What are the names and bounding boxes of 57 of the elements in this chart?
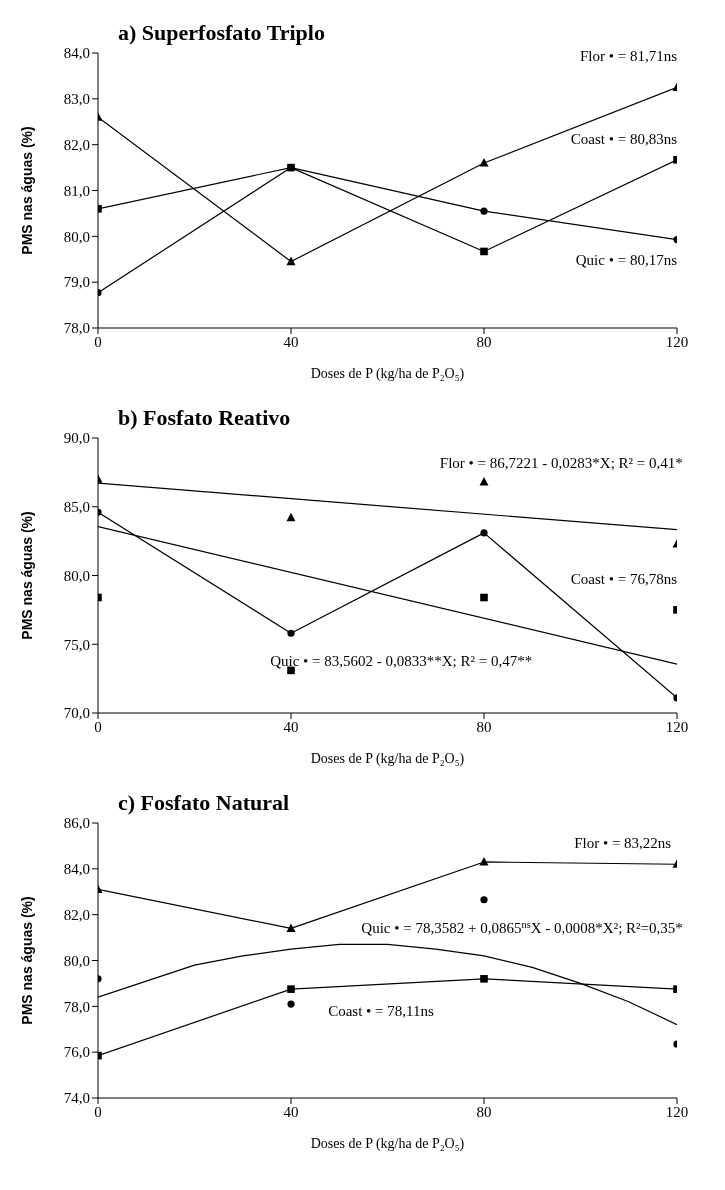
x-tick-label: 0 xyxy=(94,718,102,735)
y-axis-title: PMS nas águas (%) xyxy=(19,126,35,255)
chart-title: c) Fosfato Natural xyxy=(118,790,290,816)
x-tick-label: 80 xyxy=(476,333,492,350)
x-tick-label: 40 xyxy=(283,1103,299,1120)
y-tick-label: 78,0 xyxy=(63,998,90,1015)
y-tick-label: 80,0 xyxy=(63,228,90,245)
point xyxy=(480,529,488,537)
y-tick-label: 81,0 xyxy=(63,182,90,199)
annotation: Quic • = 80,17ns xyxy=(575,251,678,268)
x-axis-title: Doses de P (kg/ha de P₂O₅) xyxy=(310,751,465,767)
y-tick-label: 80,0 xyxy=(63,952,90,969)
y-tick-label: 86,0 xyxy=(63,815,90,832)
annotation: Quic • = 83,5602 - 0,0833**X; R² = 0,47** xyxy=(270,653,533,670)
y-tick-label: 84,0 xyxy=(63,861,90,878)
y-tick-label: 80,0 xyxy=(63,567,90,584)
y-tick-label: 74,0 xyxy=(63,1090,90,1107)
point xyxy=(480,593,488,602)
point xyxy=(480,247,488,256)
annotation: Quic • = 78,3582 + 0,0865$^{ns}$X - 0,0008*X²; R²=0,35* xyxy=(361,918,683,936)
point xyxy=(480,975,488,983)
point xyxy=(480,896,488,904)
x-axis-title: Doses de P (kg/ha de P₂O₅) xyxy=(310,1136,465,1152)
x-tick-label: 120 xyxy=(665,718,689,735)
y-tick-label: 70,0 xyxy=(63,705,90,722)
y-tick-label: 78,0 xyxy=(63,320,90,337)
point xyxy=(287,629,295,637)
x-tick-label: 0 xyxy=(94,1103,102,1120)
chart-title: b) Fosfato Reativo xyxy=(118,405,291,431)
y-tick-label: 90,0 xyxy=(63,430,90,447)
x-tick-label: 40 xyxy=(283,333,299,350)
annotation: Flor • = 83,22ns xyxy=(574,834,672,851)
annotation: Coast • = 78,11ns xyxy=(328,1002,434,1019)
chart-title: a) Superfosfato Triplo xyxy=(118,20,325,46)
y-tick-label: 79,0 xyxy=(63,274,90,291)
point xyxy=(287,985,295,993)
y-tick-label: 84,0 xyxy=(63,45,90,62)
x-tick-label: 40 xyxy=(283,718,299,735)
y-tick-label: 82,0 xyxy=(63,136,90,153)
y-tick-label: 85,0 xyxy=(63,499,90,516)
x-tick-label: 80 xyxy=(476,1103,492,1120)
annotation: Coast • = 76,78ns xyxy=(570,570,678,587)
y-axis-title: PMS nas águas (%) xyxy=(19,896,35,1025)
annotation: Flor • = 86,7221 - 0,0283*X; R² = 0,41* xyxy=(439,455,683,472)
x-axis-title: Doses de P (kg/ha de P₂O₅) xyxy=(310,366,465,382)
annotation: Coast • = 80,83ns xyxy=(570,130,678,147)
y-tick-label: 83,0 xyxy=(63,91,90,108)
y-axis-title: PMS nas águas (%) xyxy=(19,511,35,640)
point xyxy=(287,1000,295,1008)
y-tick-label: 76,0 xyxy=(63,1044,90,1061)
x-tick-label: 0 xyxy=(94,333,102,350)
x-tick-label: 120 xyxy=(665,1103,689,1120)
y-tick-label: 82,0 xyxy=(63,906,90,923)
x-tick-label: 120 xyxy=(665,333,689,350)
y-tick-label: 75,0 xyxy=(63,636,90,653)
annotation: Flor • = 81,71ns xyxy=(579,48,678,65)
x-tick-label: 80 xyxy=(476,718,492,735)
